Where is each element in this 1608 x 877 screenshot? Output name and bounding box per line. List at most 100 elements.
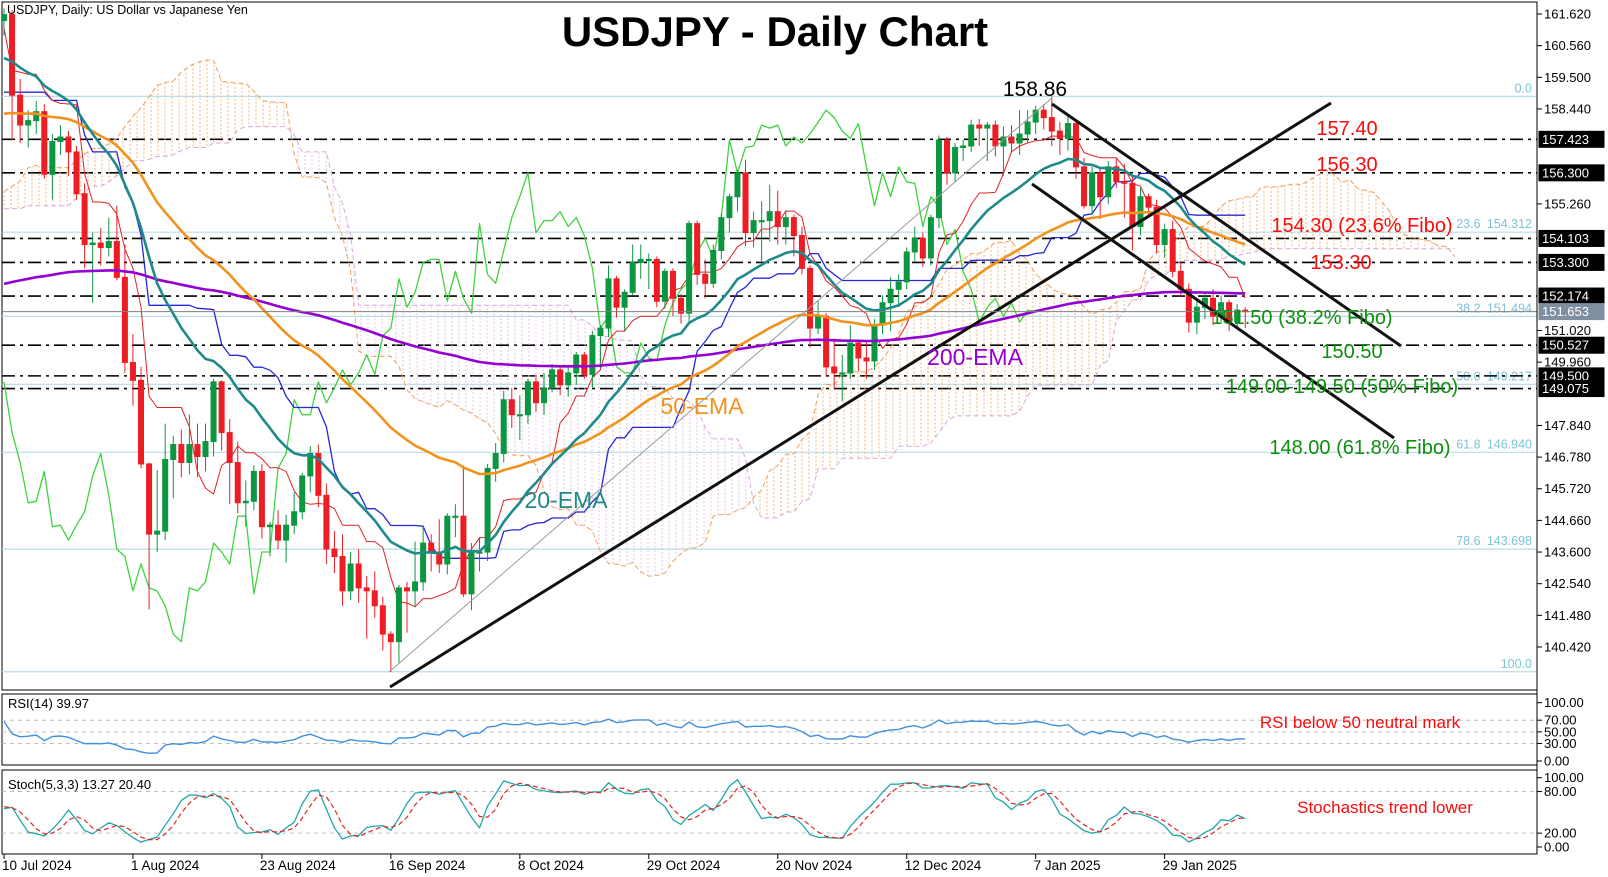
candle-up [887,288,894,304]
trendline[interactable] [389,101,1332,689]
candle-down [371,590,378,607]
candle-down [557,369,564,386]
candle-up [444,515,451,565]
chart-annotation: 200-EMA [927,344,1024,370]
candle-down [339,556,346,592]
candle-down [823,315,830,368]
candle-down [1113,166,1120,183]
candle-up [105,241,112,248]
candle-down [121,276,128,363]
price-axis-label: 144.660 [1544,513,1591,528]
time-axis-label: 23 Aug 2024 [260,858,336,873]
trendline[interactable] [1051,102,1402,348]
rsi-axis-label: 0.00 [1544,754,1569,769]
price-axis-label: 145.720 [1544,481,1591,496]
price-level-badge-text: 150.527 [1542,338,1589,353]
price-axis[interactable]: 161.620 160.560 159.500 158.440 155.260 151.0… [1536,2,1605,855]
time-axis-label: 7 Jan 2025 [1034,858,1101,873]
candle-down [1072,123,1079,168]
candle-down [194,444,201,457]
price-axis-label: 147.840 [1544,418,1591,433]
fibo-label: 61.8 146.940 [1456,437,1532,451]
candle-up [782,217,789,228]
stoch-axis-label: 0.00 [1544,840,1569,855]
candle-down [331,548,338,558]
price-axis-label: 146.780 [1544,450,1591,465]
candle-up [516,414,523,417]
candle-up [49,140,56,175]
candle-up [565,372,572,386]
candle-down [508,399,515,416]
rsi-axis-label: 50.00 [1544,724,1577,739]
time-axis-label: 20 Nov 2024 [776,858,853,873]
candle-up [500,399,507,455]
fibo-label: 100.0 [1501,657,1532,671]
fibo-label: 38.2 151.494 [1456,301,1532,315]
price-level-badge-text: 149.500 [1542,368,1589,383]
rsi-axis-label: 70.00 [1544,713,1577,728]
candle-down [863,357,870,362]
candle-down [831,366,838,374]
stoch-axis-label: 100.00 [1544,770,1584,785]
candle-down [41,111,48,175]
candle-down [17,94,24,126]
candle-up [484,467,491,553]
candle-up [202,441,209,457]
candle-up [718,217,725,251]
candle-up [395,587,402,643]
trendline[interactable] [388,97,1053,673]
candle-down [226,432,233,463]
candle-up [766,211,773,222]
candle-down [460,515,467,595]
ema-lines [3,56,1246,555]
candle-down [234,461,241,504]
candle-down [678,297,685,314]
candle-up [589,335,596,375]
candle-up [250,470,257,502]
candle-up [629,261,636,293]
candle-up [170,444,177,460]
current-price-badge [1538,303,1605,321]
candle-up [154,530,161,535]
candle-down [976,124,983,129]
price-axis-label: 142.540 [1544,576,1591,591]
candle-up [420,542,427,583]
candle-up [661,270,668,302]
candle-down [581,354,588,375]
trendlines-layer[interactable] [388,97,1402,689]
rsi-panel[interactable] [1,693,1538,766]
candle-down [178,444,185,463]
price-level-badge-text: 154.103 [1542,231,1589,246]
trendline[interactable] [1031,182,1395,440]
candle-up [57,136,64,142]
time-axis-label: 1 Aug 2024 [131,858,200,873]
candles-layer[interactable] [2,8,1249,673]
annotations-layer: 158.86 157.40 156.30 154.30 (23.6% Fibo) 153… [524,78,1473,817]
candle-up [266,524,273,528]
candle-down [1145,196,1152,208]
candle-up [686,223,693,314]
candle-up [1016,133,1023,144]
candle-up [549,369,556,389]
chart-annotation: 149.00-149.50 (50% Fibo) [1226,376,1458,398]
candle-up [1161,229,1168,246]
candle-down [1040,109,1047,119]
candle-up [621,291,628,308]
rsi-plot [2,718,1537,754]
candle-down [1129,182,1136,228]
time-axis[interactable]: 10 Jul 2024 1 Aug 2024 23 Aug 2024 16 Sep 2… [2,853,1537,873]
stoch-panel[interactable] [1,769,1538,855]
senkou-span-b [4,126,1455,519]
chart-annotation: 158.86 [1003,78,1067,101]
time-axis-label: 29 Jan 2025 [1163,858,1237,873]
candle-up [605,278,612,329]
candle-up [291,511,298,526]
candle-up [839,372,846,375]
stoch-axis-label: 80.00 [1544,784,1577,799]
candle-up [162,458,169,532]
chart-annotation: 50-EMA [660,393,744,419]
chart-annotation: 150.50 [1321,341,1382,363]
candle-up [25,120,32,126]
